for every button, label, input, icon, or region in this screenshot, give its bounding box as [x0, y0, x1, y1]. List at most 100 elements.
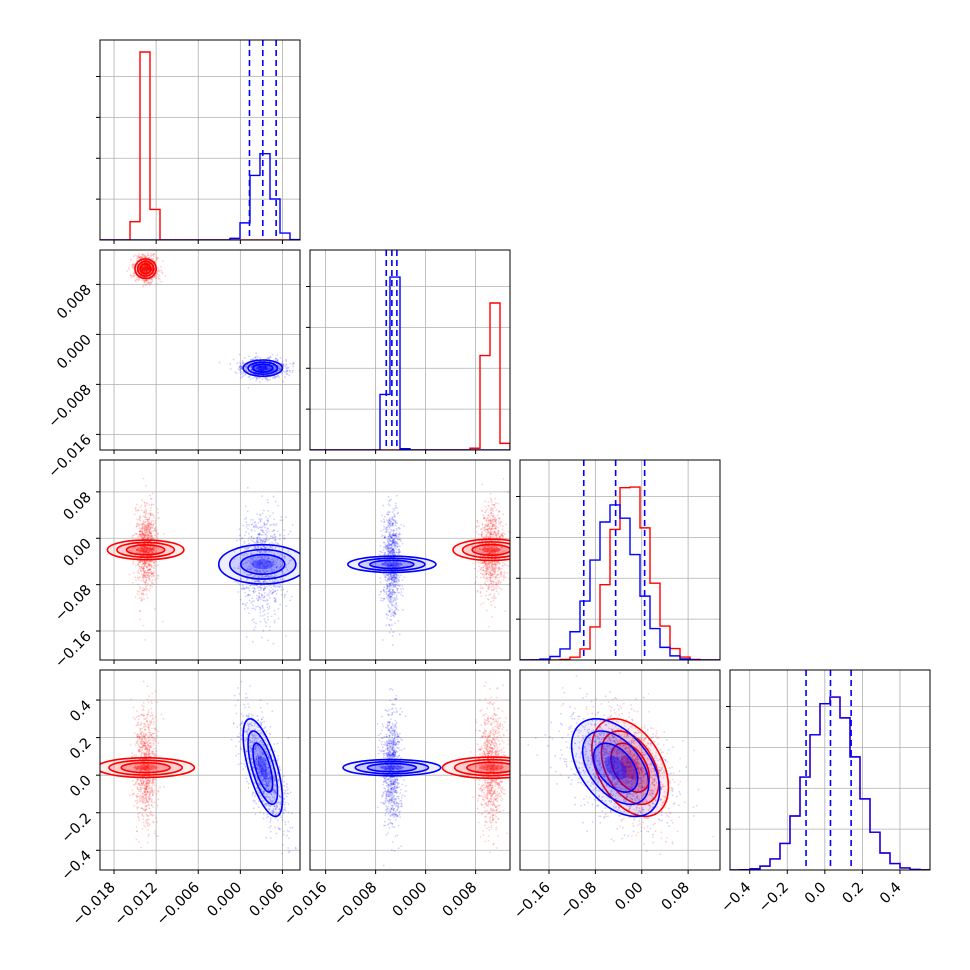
scatter-point — [142, 266, 145, 269]
scatter-point — [485, 549, 488, 552]
scatter-point — [273, 570, 276, 573]
scatter-point — [487, 570, 489, 573]
scatter-point — [384, 545, 387, 547]
scatter-point — [149, 537, 152, 540]
scatter-point — [150, 524, 153, 527]
scatter-point — [388, 590, 391, 593]
scatter-point — [145, 535, 148, 537]
scatter-point — [138, 533, 141, 535]
scatter-point — [487, 572, 489, 575]
scatter-point — [271, 592, 273, 595]
scatter-point — [151, 551, 154, 554]
scatter-point — [264, 365, 267, 368]
scatter-point — [144, 575, 147, 577]
scatter-point — [154, 559, 157, 562]
scatter-point — [140, 545, 143, 548]
scatter-point — [285, 370, 288, 373]
scatter-point — [147, 268, 150, 271]
scatter-point — [242, 374, 245, 377]
scatter-point — [273, 597, 276, 600]
scatter-point — [157, 532, 159, 535]
scatter-point — [146, 535, 149, 537]
scatter-point — [494, 520, 497, 523]
scatter-point — [492, 573, 495, 576]
scatter-point — [489, 593, 492, 596]
scatter-point — [387, 578, 390, 581]
scatter-point — [263, 526, 266, 529]
scatter-point — [153, 562, 155, 565]
scatter-point — [494, 562, 497, 565]
scatter-point — [268, 550, 271, 553]
scatter-point — [483, 517, 485, 520]
scatter-point — [145, 516, 148, 519]
scatter-point — [485, 570, 488, 572]
scatter-point — [489, 535, 492, 538]
scatter-point — [257, 547, 259, 549]
scatter-point — [390, 591, 393, 594]
scatter-point — [278, 567, 281, 570]
scatter-point — [138, 530, 141, 533]
scatter-point — [274, 539, 276, 542]
scatter-point — [148, 267, 150, 270]
scatter-point — [261, 525, 264, 528]
scatter-point — [152, 547, 155, 550]
scatter-point — [507, 565, 510, 567]
scatter-point — [136, 563, 139, 566]
scatter-point — [132, 563, 135, 566]
scatter-point — [143, 535, 146, 538]
scatter-point — [395, 551, 398, 554]
scatter-point — [146, 536, 149, 539]
scatter-point — [143, 265, 146, 268]
scatter-point — [149, 530, 151, 533]
scatter-point — [147, 572, 150, 575]
scatter-point — [143, 564, 146, 567]
scatter-point — [382, 588, 385, 591]
scatter-point — [267, 356, 270, 359]
scatter-point — [487, 514, 490, 517]
scatter-point — [500, 535, 503, 537]
scatter-point — [140, 570, 143, 572]
scatter-point — [274, 535, 276, 538]
scatter-point — [504, 576, 507, 579]
scatter-point — [389, 524, 392, 526]
scatter-point — [141, 269, 144, 272]
scatter-point — [270, 568, 273, 570]
scatter-point — [263, 545, 266, 548]
scatter-point — [491, 569, 494, 572]
scatter-point — [272, 537, 275, 539]
scatter-point — [144, 549, 147, 552]
scatter-point — [497, 532, 500, 535]
scatter-point — [491, 549, 493, 552]
scatter-point — [485, 561, 488, 564]
scatter-point — [151, 527, 154, 530]
scatter-point — [492, 599, 495, 602]
scatter-point — [269, 356, 272, 359]
scatter-point — [480, 533, 483, 536]
scatter-point — [503, 574, 505, 577]
scatter-point — [269, 367, 271, 370]
scatter-point — [265, 562, 267, 564]
scatter-point — [390, 624, 393, 627]
scatter-point — [483, 517, 486, 520]
scatter-point — [241, 602, 244, 605]
scatter-point — [143, 598, 145, 600]
scatter-point — [143, 589, 146, 591]
scatter-point — [383, 515, 386, 518]
scatter-point — [148, 267, 150, 270]
scatter-point — [147, 267, 149, 270]
scatter-point — [247, 546, 250, 549]
scatter-point — [388, 610, 391, 613]
scatter-point — [264, 365, 267, 368]
scatter-point — [268, 357, 270, 360]
scatter-point — [494, 518, 497, 521]
scatter-point — [257, 368, 260, 370]
scatter-point — [496, 561, 499, 563]
scatter-point — [482, 547, 485, 550]
scatter-point — [149, 570, 152, 573]
scatter-point — [151, 520, 153, 522]
scatter-point — [389, 583, 391, 586]
scatter-point — [481, 522, 484, 525]
scatter-point — [148, 536, 150, 538]
scatter-point — [273, 529, 276, 532]
scatter-point — [283, 376, 286, 378]
